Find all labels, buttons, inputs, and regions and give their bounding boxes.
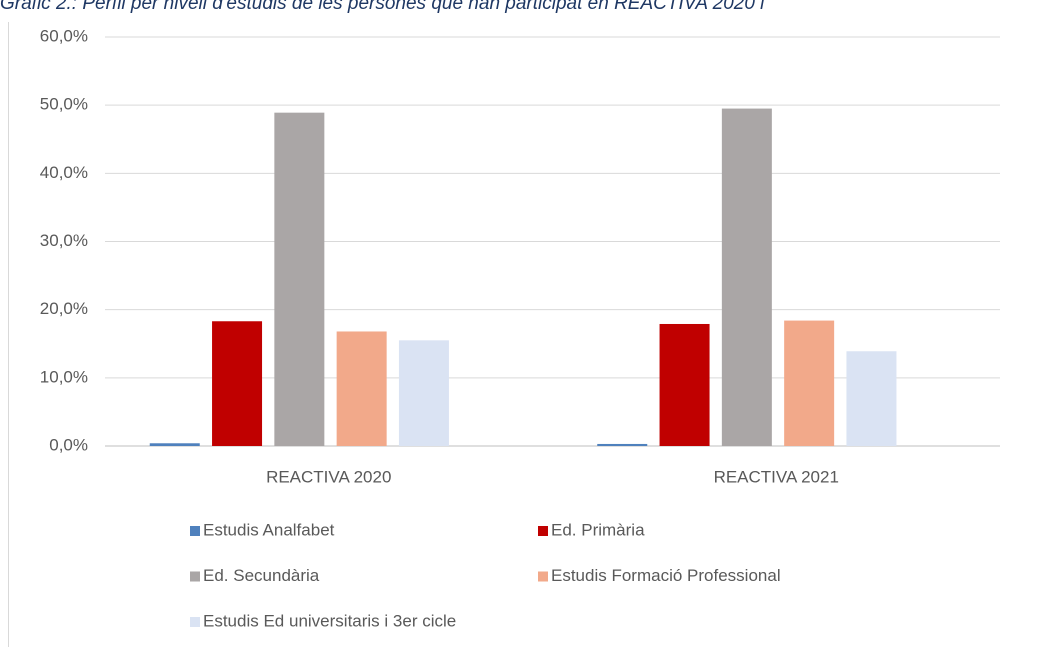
y-tick-label: 20,0% (40, 299, 88, 318)
bar (274, 112, 325, 446)
y-tick-label: 40,0% (40, 163, 88, 182)
legend-label: Ed. Secundària (203, 566, 320, 585)
legend-swatch (538, 526, 548, 536)
y-tick-label: 10,0% (40, 367, 88, 386)
legend-label: Estudis Analfabet (203, 520, 335, 539)
y-tick-label: 60,0% (40, 26, 88, 45)
legend-label: Estudis Ed universitaris i 3er cicle (203, 611, 456, 630)
bar (846, 351, 897, 446)
y-tick-label: 50,0% (40, 95, 88, 114)
legend-swatch (190, 526, 200, 536)
legend-label: Estudis Formació Professional (551, 566, 781, 585)
x-tick-label: REACTIVA 2020 (266, 467, 391, 486)
legend-label: Ed. Primària (551, 520, 645, 539)
x-tick-label: REACTIVA 2021 (714, 467, 839, 486)
bar (336, 331, 387, 446)
legend-swatch (190, 617, 200, 627)
bar (721, 108, 772, 446)
bar (212, 321, 263, 446)
bar (149, 443, 200, 446)
bar (597, 443, 648, 446)
bar (398, 340, 449, 446)
bar (784, 320, 835, 446)
chart-title: Gràfic 2.: Perfil per nivell d'estudis d… (0, 0, 765, 14)
y-tick-label: 30,0% (40, 231, 88, 250)
y-tick-label: 0,0% (49, 435, 88, 454)
bar (659, 323, 710, 446)
legend-swatch (538, 571, 548, 582)
legend-swatch (190, 571, 200, 582)
